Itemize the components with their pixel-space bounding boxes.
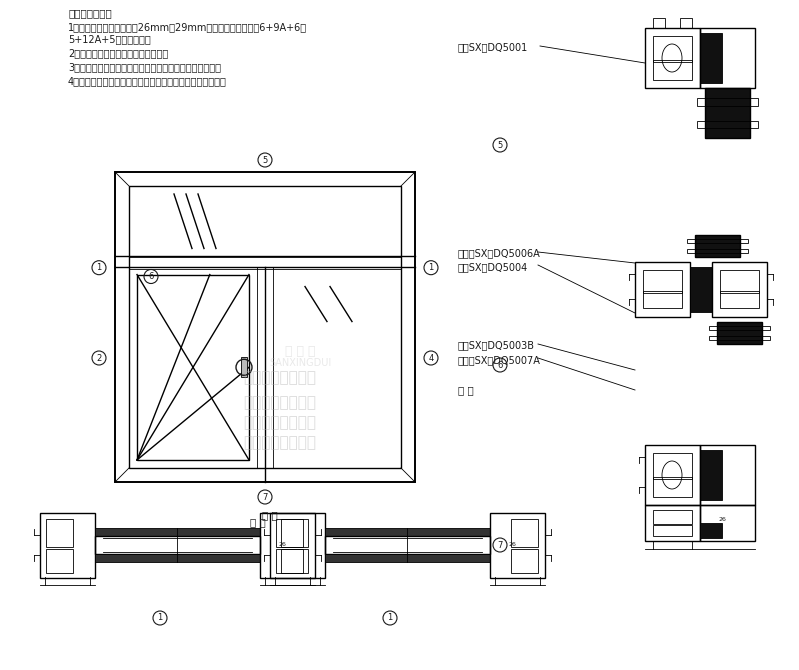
Bar bbox=[40, 513, 95, 578]
Bar bbox=[717, 322, 762, 344]
Bar bbox=[511, 519, 538, 547]
Bar bbox=[700, 523, 722, 538]
Bar bbox=[653, 18, 665, 28]
Text: 3、该产品采用欧槽设计，可装标准的欧槽合页和多点锁。: 3、该产品采用欧槽设计，可装标准的欧槽合页和多点锁。 bbox=[68, 62, 221, 72]
Text: 26: 26 bbox=[718, 517, 726, 522]
Text: 1: 1 bbox=[97, 263, 101, 272]
Bar bbox=[95, 528, 260, 536]
Bar bbox=[643, 270, 682, 293]
Text: 三 星 堆: 三 星 堆 bbox=[284, 345, 316, 358]
Bar bbox=[95, 554, 260, 562]
Bar bbox=[46, 519, 73, 547]
Bar bbox=[720, 270, 759, 293]
Bar bbox=[709, 336, 770, 340]
Text: 6: 6 bbox=[149, 272, 153, 281]
Bar bbox=[709, 326, 770, 330]
Bar bbox=[700, 33, 722, 83]
Bar bbox=[705, 88, 750, 138]
Bar bbox=[276, 549, 303, 573]
Bar bbox=[645, 505, 700, 541]
Bar bbox=[46, 549, 73, 573]
Bar bbox=[697, 98, 758, 105]
Text: 1: 1 bbox=[388, 614, 392, 622]
Text: 中挺SX－DQ5004: 中挺SX－DQ5004 bbox=[458, 262, 528, 272]
Text: 框压条SX－DQ5006A: 框压条SX－DQ5006A bbox=[458, 248, 541, 258]
Text: 窗框SX－DQ5001: 窗框SX－DQ5001 bbox=[458, 42, 528, 52]
Bar bbox=[700, 28, 755, 88]
Text: 1: 1 bbox=[428, 263, 434, 272]
Bar bbox=[276, 519, 303, 547]
Bar bbox=[700, 505, 755, 541]
Bar bbox=[697, 121, 758, 128]
Text: 6: 6 bbox=[497, 360, 503, 369]
Bar bbox=[281, 549, 308, 573]
Text: 4、该产品适合于对节能有较高要求的高档住宅和高层建筑。: 4、该产品适合于对节能有较高要求的高档住宅和高层建筑。 bbox=[68, 76, 227, 86]
Bar bbox=[490, 513, 545, 578]
Bar bbox=[129, 186, 401, 468]
Bar bbox=[270, 513, 325, 578]
Text: 26: 26 bbox=[278, 542, 286, 547]
Bar bbox=[690, 267, 712, 312]
Bar bbox=[645, 445, 700, 505]
Text: 室 内: 室 内 bbox=[458, 385, 474, 395]
Bar bbox=[325, 554, 490, 562]
Text: 5: 5 bbox=[262, 155, 268, 165]
Bar bbox=[115, 172, 415, 482]
Text: 26: 26 bbox=[508, 542, 516, 547]
Bar bbox=[511, 549, 538, 573]
Bar bbox=[635, 262, 690, 317]
Text: 中国工业铝材十强: 中国工业铝材十强 bbox=[244, 395, 316, 410]
Bar bbox=[137, 275, 249, 460]
Bar bbox=[720, 291, 759, 308]
Bar bbox=[653, 36, 692, 62]
Bar bbox=[241, 357, 247, 377]
Text: 四川星堆铝业企业: 四川星堆铝业企业 bbox=[244, 435, 316, 450]
Bar bbox=[687, 249, 748, 253]
Text: 4: 4 bbox=[428, 354, 434, 362]
Text: 1: 1 bbox=[157, 614, 163, 622]
Bar bbox=[700, 450, 722, 500]
Text: 7: 7 bbox=[262, 492, 268, 502]
Bar bbox=[700, 445, 755, 505]
Text: 室 内: 室 内 bbox=[250, 517, 266, 527]
Text: 5+12A+5的中空玻璃。: 5+12A+5的中空玻璃。 bbox=[68, 34, 151, 44]
Bar bbox=[653, 453, 692, 479]
Text: 5: 5 bbox=[497, 141, 503, 149]
Bar bbox=[260, 513, 315, 578]
Bar bbox=[680, 18, 692, 28]
Text: 扣压条SX－DQ5007A: 扣压条SX－DQ5007A bbox=[458, 355, 541, 365]
Text: 国家标准起草单位: 国家标准起草单位 bbox=[244, 370, 316, 385]
Bar bbox=[653, 477, 692, 497]
Bar bbox=[325, 528, 490, 536]
Text: 2、该产品设计为内开或内开下悬窗。: 2、该产品设计为内开或内开下悬窗。 bbox=[68, 48, 169, 58]
Bar bbox=[95, 536, 260, 554]
Bar bbox=[643, 291, 682, 308]
Text: 1、该产品玻璃槽口宽度有26mm、29mm两种，可装最大尺寸6+9A+6、: 1、该产品玻璃槽口宽度有26mm、29mm两种，可装最大尺寸6+9A+6、 bbox=[68, 22, 307, 32]
Text: 2: 2 bbox=[97, 354, 101, 362]
Text: SANXINGDUI: SANXINGDUI bbox=[269, 358, 331, 368]
Bar bbox=[281, 519, 308, 547]
Bar bbox=[695, 235, 740, 257]
Text: 窗扇SX－DQ5003B: 窗扇SX－DQ5003B bbox=[458, 340, 535, 350]
Bar bbox=[653, 510, 692, 524]
Bar bbox=[325, 536, 490, 554]
Bar bbox=[653, 525, 692, 536]
Bar bbox=[653, 60, 692, 80]
Bar bbox=[712, 262, 767, 317]
Text: 中国建筑铝材十强: 中国建筑铝材十强 bbox=[244, 415, 316, 430]
Text: 室 内: 室 内 bbox=[262, 510, 278, 520]
Text: 产品功能介绍：: 产品功能介绍： bbox=[68, 8, 112, 18]
Text: 7: 7 bbox=[497, 541, 503, 549]
Bar bbox=[687, 239, 748, 243]
Bar bbox=[645, 28, 700, 88]
